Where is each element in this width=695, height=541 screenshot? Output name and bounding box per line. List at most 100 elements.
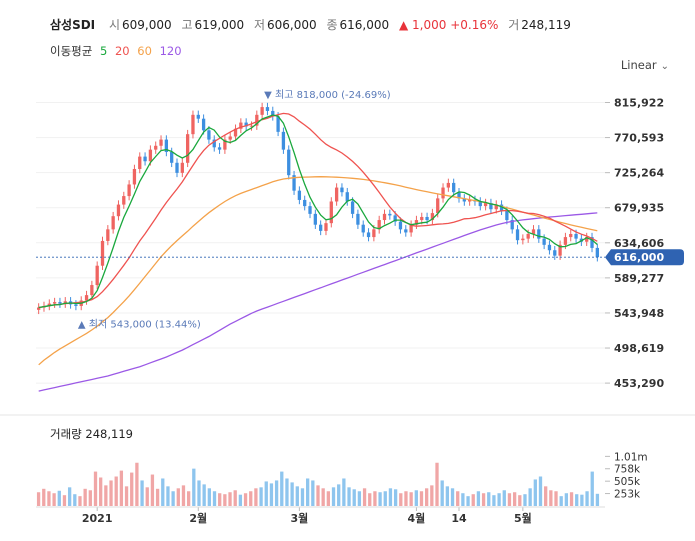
candle-body: [239, 122, 243, 129]
volume-bar: [280, 471, 284, 506]
candle-body: [531, 229, 536, 234]
candle-body: [324, 223, 328, 231]
candle-body: [201, 118, 206, 131]
volume-bar: [544, 486, 548, 506]
volume-bar: [580, 494, 584, 506]
candle-body: [350, 201, 355, 214]
volume-bar: [254, 488, 258, 506]
volume-bar: [321, 488, 325, 506]
candle-body: [414, 220, 419, 225]
volume-bar: [145, 487, 149, 506]
volume-bar: [518, 495, 522, 506]
x-tick-label: 3월: [290, 511, 308, 525]
volume-bar: [533, 479, 537, 506]
volume-bar: [414, 490, 418, 506]
candle-body: [244, 122, 248, 127]
candle-body: [84, 295, 89, 301]
ma20-line: [38, 112, 598, 309]
volume-bar: [197, 480, 201, 506]
x-tick-label: 4월: [408, 511, 426, 525]
candle-body: [467, 199, 472, 202]
candle-body: [420, 216, 424, 221]
ma-legend-label: 이동평균: [50, 44, 93, 58]
low-value: 606,000: [267, 18, 317, 32]
volume-bar: [575, 494, 579, 506]
candle-body: [478, 201, 482, 207]
candle-body: [404, 229, 408, 233]
candle-body: [388, 213, 392, 216]
candle-body: [372, 229, 376, 238]
scale-mode-dropdown[interactable]: Linear ⌄: [621, 58, 669, 72]
volume-bar: [47, 491, 51, 506]
candle-body: [510, 220, 514, 230]
volume-bar: [238, 494, 243, 506]
volume-bar: [62, 495, 67, 506]
volume-bar: [186, 491, 191, 506]
volume-bar: [585, 491, 589, 506]
candle-body: [63, 301, 67, 304]
open-value: 609,000: [122, 18, 172, 32]
volume-bar: [326, 491, 330, 506]
volume-bar: [161, 478, 165, 506]
candle-body: [95, 265, 99, 286]
volume-bar: [590, 471, 594, 506]
high-annotation: ▼ 최고 818,000 (-24.69%): [264, 89, 391, 101]
volume-bar: [399, 493, 403, 506]
close-label: 종: [326, 18, 338, 32]
ma60-line: [38, 176, 598, 366]
x-tick-label: 2021: [82, 512, 113, 525]
candle-body: [494, 204, 498, 210]
volume-bar: [130, 472, 134, 506]
candle-body: [340, 187, 344, 193]
candle-body: [180, 162, 184, 173]
candle-body: [436, 198, 440, 214]
price-tick-label: 770,593: [614, 132, 664, 145]
candle-body: [90, 285, 94, 296]
candle-body: [366, 232, 371, 238]
volume-bar: [264, 481, 268, 506]
volume-bar: [554, 491, 558, 506]
volume-bar: [383, 491, 387, 506]
volume-bar: [52, 493, 56, 506]
volume-bar: [166, 486, 170, 506]
volume-bar: [440, 480, 444, 506]
volume-bar: [300, 488, 305, 506]
volume-bar: [73, 494, 77, 506]
moving-average-legend[interactable]: 이동평균 5 20 60 120: [50, 43, 186, 59]
volume-bar: [595, 493, 600, 506]
candle-body: [313, 213, 317, 225]
candle-body: [148, 149, 153, 162]
volume-bar: [450, 488, 455, 506]
candle-body: [185, 134, 190, 163]
candle-body: [116, 204, 121, 217]
candle-body: [329, 201, 333, 224]
price-tick-label: 589,277: [614, 272, 664, 285]
volume-bar: [290, 482, 294, 506]
candle-body: [319, 224, 323, 231]
candle-body: [58, 302, 62, 304]
candle-body: [457, 192, 461, 199]
volume-bar: [259, 487, 263, 506]
volume-bar: [233, 490, 237, 506]
volume-bar: [538, 476, 543, 506]
volume-bar: [36, 492, 41, 506]
high-label: 고: [181, 18, 193, 32]
candle-body: [574, 233, 578, 239]
candle-body: [249, 125, 254, 127]
volume-tick-label: 758k: [614, 464, 641, 476]
volume-bar: [373, 491, 377, 506]
candle-body: [505, 210, 509, 221]
volume-bar: [523, 494, 527, 506]
volume-bar: [559, 496, 563, 506]
candle-body: [154, 145, 158, 150]
volume-bar: [569, 492, 574, 506]
candle-body: [425, 216, 429, 221]
candle-body: [132, 168, 137, 185]
volume-bar: [512, 492, 517, 506]
candle-body: [356, 213, 360, 225]
volume-bar: [378, 492, 382, 506]
price-tick-label: 725,264: [614, 167, 664, 180]
volume-bar: [393, 489, 398, 506]
candle-body: [196, 114, 200, 119]
